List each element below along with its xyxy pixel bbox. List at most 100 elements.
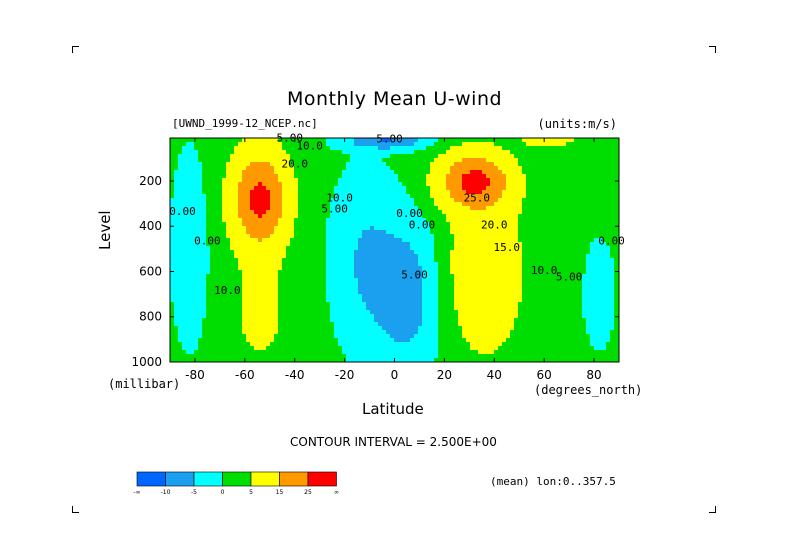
field-cell xyxy=(278,226,283,231)
field-cell xyxy=(350,322,355,327)
field-cell xyxy=(398,298,403,303)
field-cell xyxy=(274,218,279,223)
field-cell xyxy=(446,266,451,271)
field-cell xyxy=(198,238,203,243)
field-cell xyxy=(258,198,263,203)
field-cell xyxy=(478,170,483,175)
field-cell xyxy=(226,170,231,175)
field-cell xyxy=(370,162,375,167)
field-cell xyxy=(298,262,303,267)
field-cell xyxy=(250,270,255,275)
field-cell xyxy=(478,302,483,307)
field-cell xyxy=(438,194,443,199)
field-cell xyxy=(366,326,371,331)
field-cell xyxy=(366,230,371,235)
field-cell xyxy=(298,354,303,359)
field-cell xyxy=(294,230,299,235)
field-cell xyxy=(222,166,227,171)
field-cell xyxy=(210,186,215,191)
field-cell xyxy=(438,310,443,315)
field-cell xyxy=(266,358,271,362)
field-cell xyxy=(194,146,199,151)
field-cell xyxy=(250,218,255,223)
field-cell xyxy=(334,314,339,319)
field-cell xyxy=(206,194,211,199)
field-cell xyxy=(242,194,247,199)
field-cell xyxy=(474,354,479,359)
field-cell xyxy=(298,142,303,147)
field-cell xyxy=(406,166,411,171)
field-cell xyxy=(338,278,343,283)
field-cell xyxy=(270,222,275,227)
field-cell xyxy=(338,334,343,339)
field-cell xyxy=(174,230,179,235)
field-cell xyxy=(258,146,263,151)
field-cell xyxy=(294,254,299,259)
field-cell xyxy=(374,350,379,355)
field-cell xyxy=(206,294,211,299)
field-cell xyxy=(330,166,335,171)
field-cell xyxy=(386,254,391,259)
field-cell xyxy=(182,266,187,271)
field-cell xyxy=(254,158,259,163)
field-cell xyxy=(458,198,463,203)
field-cell xyxy=(246,222,251,227)
field-cell xyxy=(498,266,503,271)
field-cell xyxy=(418,358,423,362)
field-cell xyxy=(398,190,403,195)
field-cell xyxy=(502,334,507,339)
field-cell xyxy=(234,338,239,343)
field-cell xyxy=(194,162,199,167)
field-cell xyxy=(330,218,335,223)
field-cell xyxy=(502,162,507,167)
field-cell xyxy=(390,262,395,267)
field-cell xyxy=(270,330,275,335)
field-cell xyxy=(238,182,243,187)
field-cell xyxy=(326,210,331,215)
field-cell xyxy=(182,222,187,227)
field-cell xyxy=(190,246,195,251)
field-cell xyxy=(358,194,363,199)
field-cell xyxy=(442,146,447,151)
field-cell xyxy=(250,258,255,263)
field-cell xyxy=(350,326,355,331)
field-cell xyxy=(490,318,495,323)
field-cell xyxy=(398,182,403,187)
field-cell xyxy=(358,314,363,319)
field-cell xyxy=(386,330,391,335)
field-cell xyxy=(278,306,283,311)
field-cell xyxy=(254,174,259,179)
field-cell xyxy=(466,230,471,235)
field-cell xyxy=(246,210,251,215)
field-cell xyxy=(490,242,495,247)
field-cell xyxy=(326,294,331,299)
field-cell xyxy=(290,206,295,211)
field-cell xyxy=(206,258,211,263)
field-cell xyxy=(254,230,259,235)
field-cell xyxy=(506,330,511,335)
field-cell xyxy=(418,294,423,299)
field-cell xyxy=(366,274,371,279)
field-cell xyxy=(418,302,423,307)
field-cell xyxy=(390,154,395,159)
field-cell xyxy=(230,170,235,175)
field-cell xyxy=(246,262,251,267)
field-cell xyxy=(298,358,303,362)
field-cell xyxy=(206,210,211,215)
field-cell xyxy=(290,178,295,183)
field-cell xyxy=(242,270,247,275)
field-cell xyxy=(182,234,187,239)
field-cell xyxy=(350,158,355,163)
field-cell xyxy=(282,210,287,215)
field-cell xyxy=(330,346,335,351)
field-cell xyxy=(350,202,355,207)
field-cell xyxy=(234,150,239,155)
field-cell xyxy=(402,334,407,339)
field-cell xyxy=(334,186,339,191)
field-cell xyxy=(338,238,343,243)
field-cell xyxy=(390,330,395,335)
field-cell xyxy=(250,354,255,359)
field-cell xyxy=(354,238,359,243)
field-cell xyxy=(342,222,347,227)
field-cell xyxy=(302,270,307,275)
